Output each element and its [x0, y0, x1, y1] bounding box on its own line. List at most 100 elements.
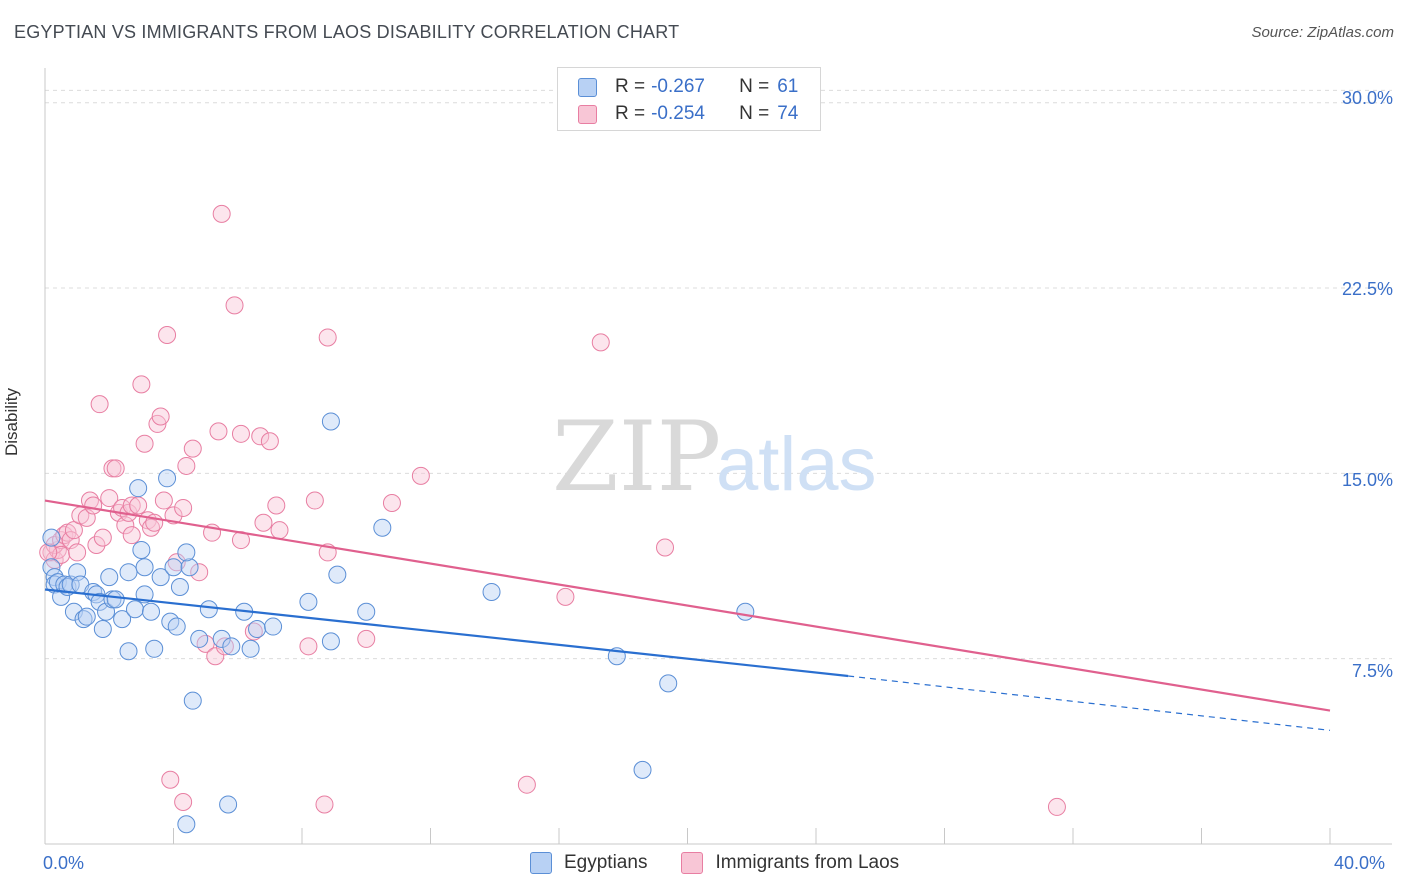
laos-point	[177, 456, 196, 475]
egyptian-point	[129, 479, 148, 498]
egyptian-point	[170, 578, 189, 597]
egyptian-point	[77, 607, 96, 626]
axes	[44, 68, 1392, 845]
source-label: Source: ZipAtlas.com	[1251, 24, 1394, 41]
blue-swatch	[530, 852, 552, 874]
laos-point	[305, 491, 324, 510]
laos-point	[174, 792, 193, 811]
egyptian-point	[373, 518, 392, 537]
egyptian-point	[106, 590, 125, 609]
laos-point	[68, 543, 87, 562]
laos-point	[164, 506, 183, 525]
laos-point	[315, 795, 334, 814]
egyptian-point	[321, 412, 340, 431]
laos-point	[106, 459, 125, 478]
y-tick-label: 15.0%	[1341, 470, 1393, 490]
laos-point	[209, 422, 228, 441]
egyptian-point	[357, 602, 376, 621]
laos-point	[132, 375, 151, 394]
egyptian-point	[113, 610, 132, 629]
laos-point	[174, 498, 193, 517]
laos-trendline	[44, 499, 1331, 712]
egyptian-point	[119, 642, 138, 661]
laos-point	[87, 536, 106, 555]
laos-point	[556, 587, 575, 606]
r-value: -0.267	[651, 76, 705, 97]
r-value: -0.254	[651, 103, 705, 124]
laos-point	[212, 204, 231, 223]
x-tick-label: 40.0%	[1334, 853, 1386, 873]
legend-label: Egyptians	[564, 852, 648, 873]
laos-point	[231, 424, 250, 443]
legend-row-egyptians: R = -0.267 N = 61	[578, 74, 798, 100]
egyptian-point	[167, 617, 186, 636]
egyptian-point	[45, 568, 64, 587]
egyptian-point	[222, 637, 241, 656]
laos-point	[517, 775, 536, 794]
legend-item-egyptians[interactable]: Egyptians	[530, 852, 647, 874]
egyptian-point	[55, 575, 74, 594]
laos-point	[84, 496, 103, 515]
laos-points	[39, 204, 1066, 816]
egyptian-point	[132, 540, 151, 559]
laos-point	[357, 629, 376, 648]
laos-point	[206, 647, 225, 666]
series-legend: Egyptians Immigrants from Laos	[530, 852, 933, 874]
egyptian-point	[125, 600, 144, 619]
egyptian-point	[190, 629, 209, 648]
egyptian-point	[164, 558, 183, 577]
egyptian-point	[219, 795, 238, 814]
x-tick-label: 0.0%	[43, 853, 85, 873]
laos-point	[142, 518, 161, 537]
y-axis-label: Disability	[2, 387, 21, 456]
egyptian-trendline-extension	[848, 675, 1331, 731]
blue-swatch	[578, 77, 597, 97]
laos-point	[260, 432, 279, 451]
laos-point	[656, 538, 675, 557]
laos-point	[411, 466, 430, 485]
egyptian-point	[42, 558, 61, 577]
egyptian-point	[100, 568, 119, 587]
correlation-legend: R = -0.267 N = 61 R = -0.254 N = 74	[557, 67, 821, 131]
laos-point	[100, 489, 119, 508]
laos-point	[591, 333, 610, 352]
egyptian-point	[142, 602, 161, 621]
watermark-atlas: atlas	[716, 422, 877, 507]
laos-point	[318, 328, 337, 347]
laos-point	[1047, 797, 1066, 816]
n-value: 74	[777, 103, 799, 124]
n-label: N =	[739, 76, 770, 97]
egyptian-point	[42, 528, 61, 547]
egyptian-point	[299, 592, 318, 611]
egyptian-point	[659, 674, 678, 693]
egyptian-point	[264, 617, 283, 636]
egyptian-point	[321, 632, 340, 651]
egyptian-point	[633, 760, 652, 779]
grid-lines	[45, 89, 1392, 660]
egyptian-point	[328, 565, 347, 584]
egyptian-point	[74, 610, 93, 629]
laos-point	[80, 491, 99, 510]
legend-item-laos[interactable]: Immigrants from Laos	[681, 852, 899, 874]
r-label: R =	[615, 76, 646, 97]
egyptian-point	[119, 563, 138, 582]
egyptian-point	[145, 639, 164, 658]
laos-point	[154, 491, 173, 510]
egyptian-point	[212, 629, 231, 648]
laos-point	[129, 496, 148, 515]
laos-point	[135, 434, 154, 453]
laos-point	[251, 427, 270, 446]
n-label: N =	[739, 103, 770, 124]
pink-swatch	[681, 852, 704, 874]
chart-title: EGYPTIAN VS IMMIGRANTS FROM LAOS DISABIL…	[14, 22, 680, 42]
egyptian-point	[177, 543, 196, 562]
egyptian-point	[93, 620, 112, 639]
egyptian-point	[151, 568, 170, 587]
laos-point	[190, 563, 209, 582]
r-label: R =	[615, 103, 646, 124]
pink-swatch	[578, 104, 597, 124]
egyptian-point	[177, 815, 196, 834]
legend-label: Immigrants from Laos	[715, 852, 900, 873]
egyptian-point	[482, 582, 501, 601]
